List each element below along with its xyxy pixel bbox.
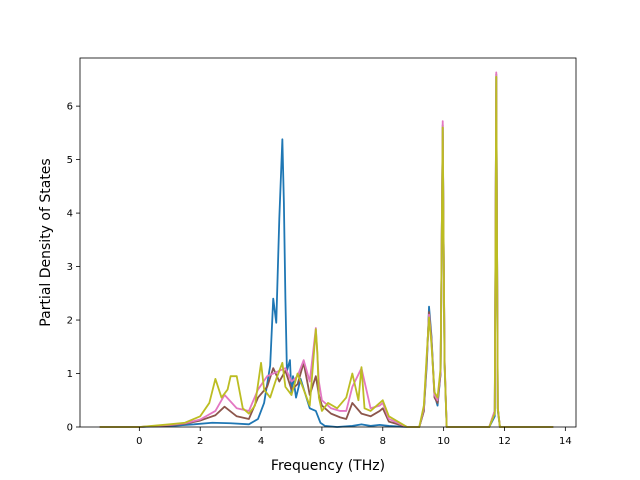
y-axis-label: Partial Density of States [38, 158, 54, 326]
y-tick-label: 5 [67, 155, 73, 166]
y-axis-ticks: 0 1 2 3 4 5 6 [67, 102, 80, 434]
y-tick-label: 4 [67, 209, 73, 220]
x-axis-label: Frequency (THz) [271, 458, 385, 474]
x-axis-ticks: 0 2 4 6 8 10 12 14 [136, 427, 572, 447]
x-tick-label: 14 [559, 436, 572, 447]
x-tick-label: 8 [380, 436, 386, 447]
series-line-4 [99, 75, 554, 428]
x-tick-label: 10 [437, 436, 450, 447]
series-layer [99, 71, 554, 428]
x-tick-label: 4 [258, 436, 264, 447]
y-tick-label: 2 [67, 316, 73, 327]
y-tick-label: 3 [67, 262, 73, 273]
x-tick-label: 0 [136, 436, 142, 447]
x-tick-label: 6 [319, 436, 325, 447]
plot-frame [79, 57, 577, 428]
x-tick-label: 2 [197, 436, 203, 447]
y-tick-label: 0 [67, 423, 73, 434]
x-tick-label: 12 [498, 436, 511, 447]
y-tick-label: 6 [67, 102, 73, 113]
y-tick-label: 1 [67, 369, 73, 380]
